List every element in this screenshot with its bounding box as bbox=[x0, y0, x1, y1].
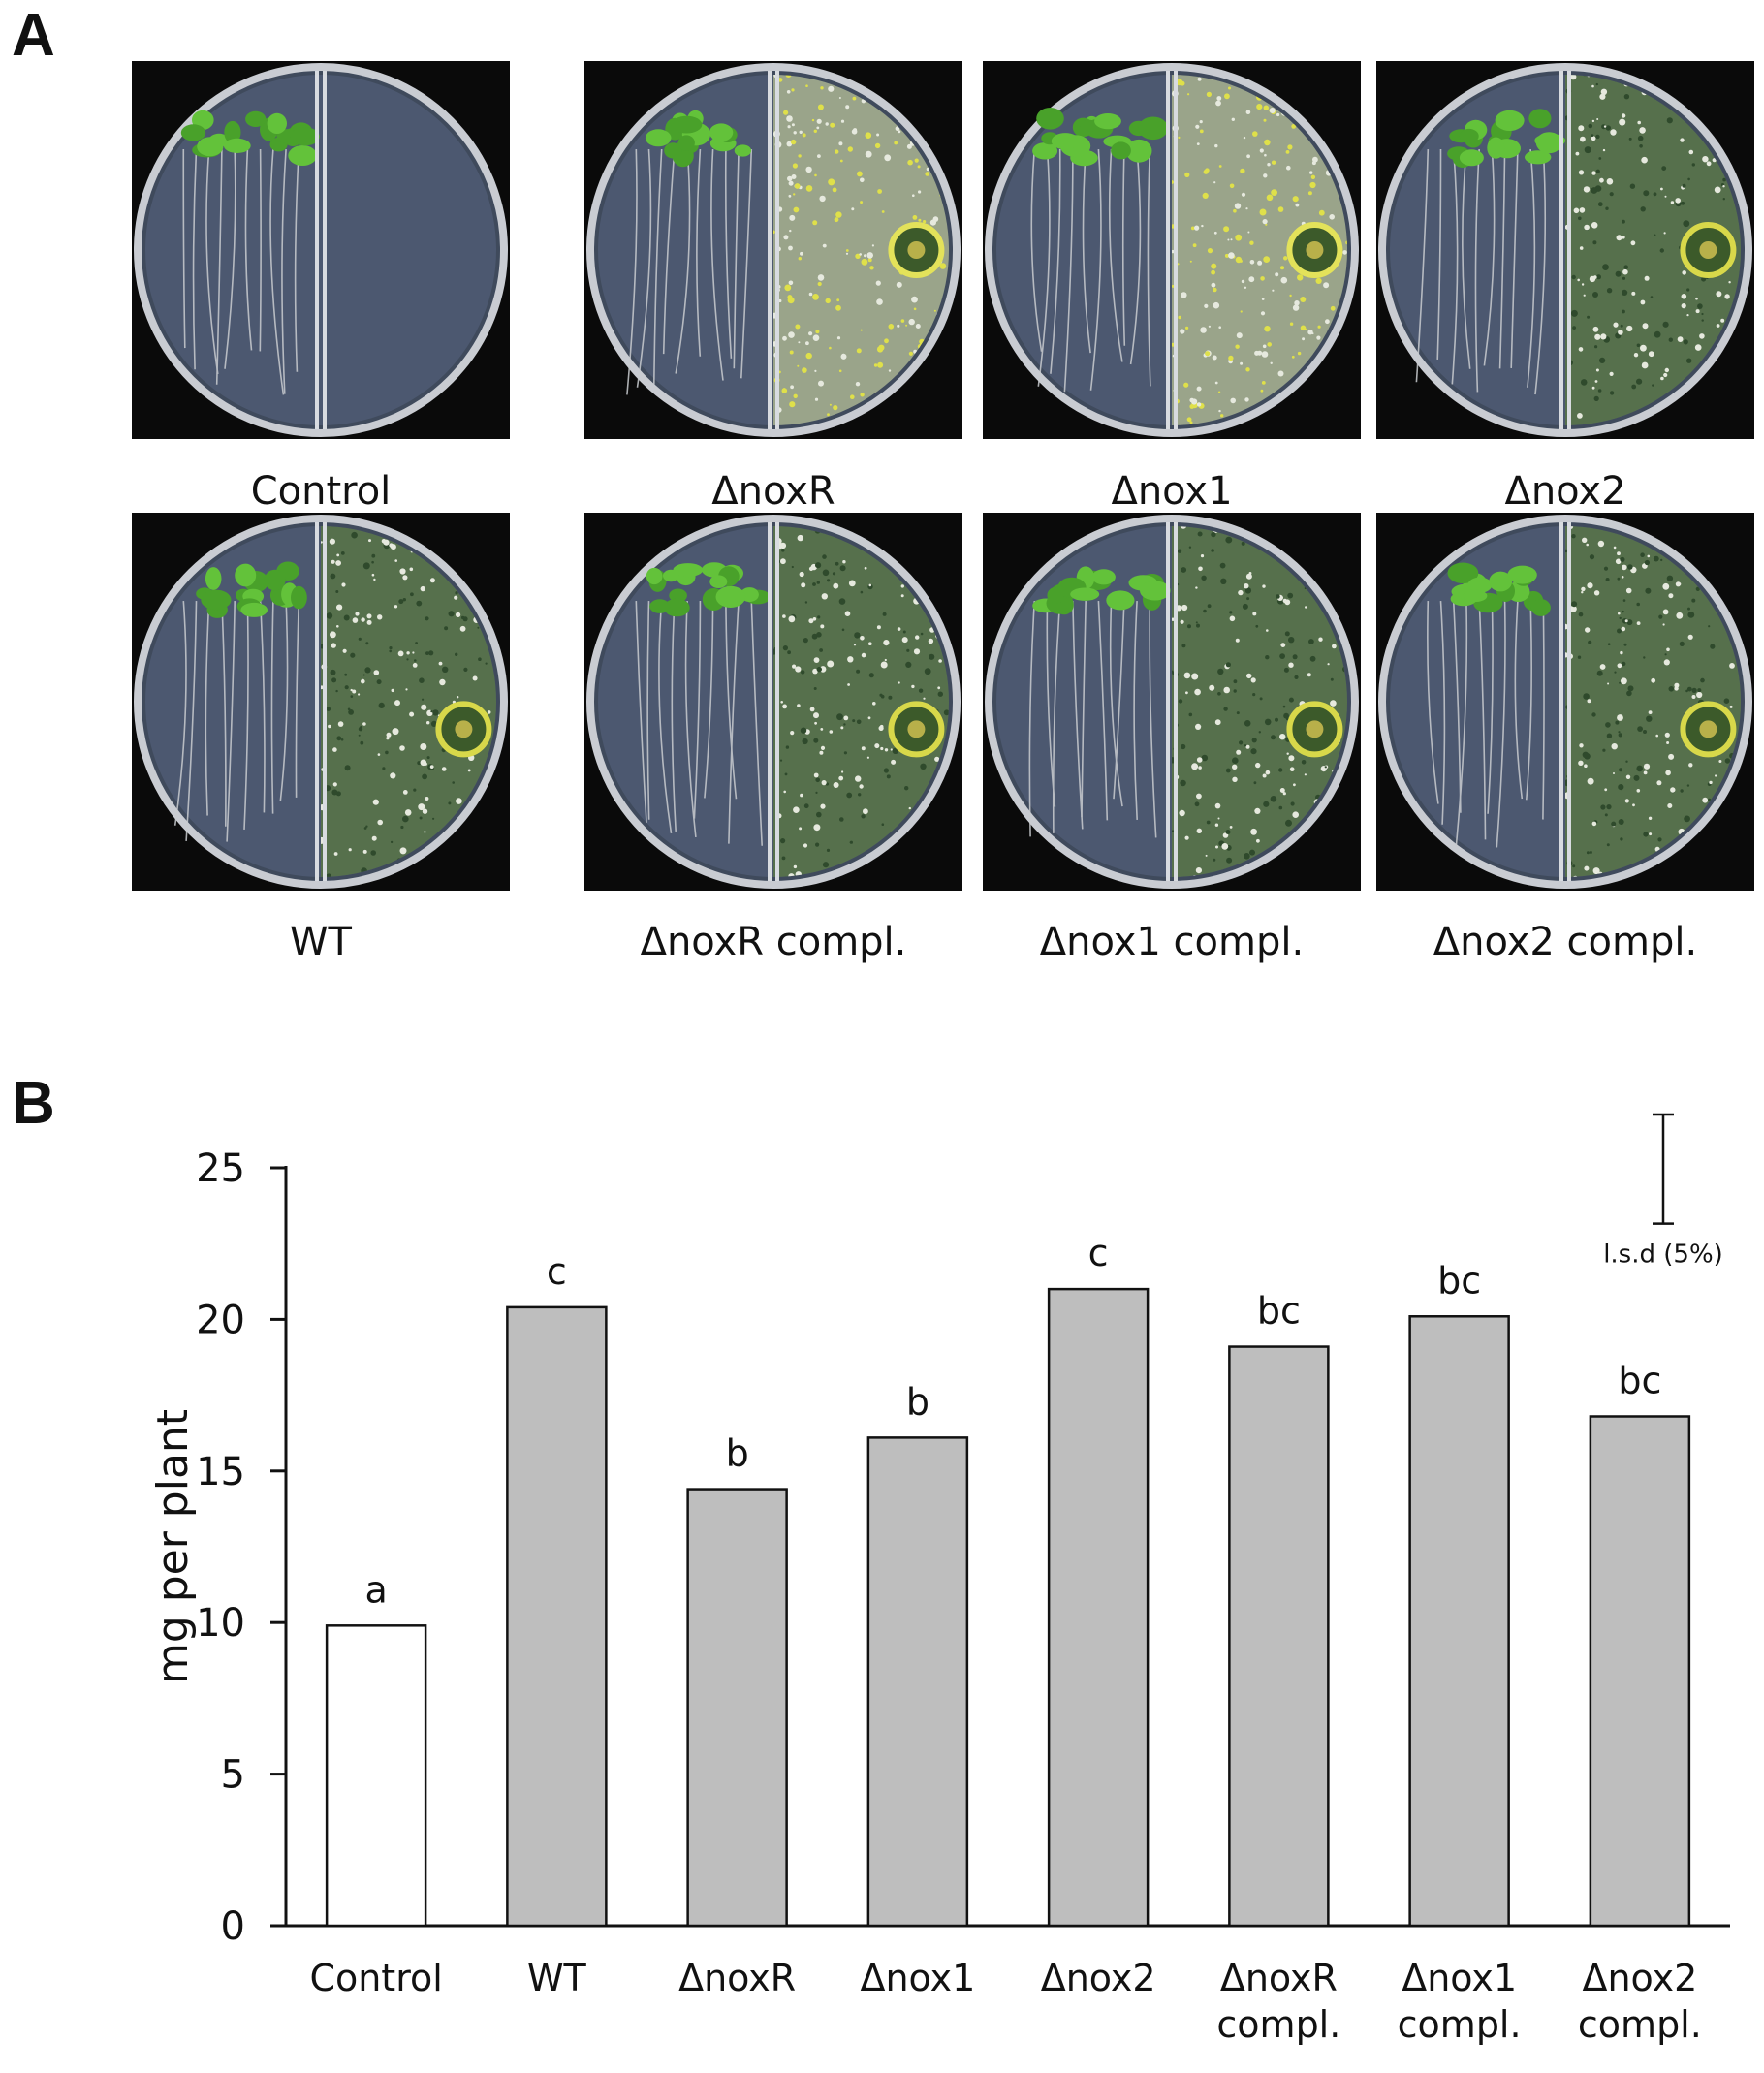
x-tick-label: Δnox1 bbox=[860, 1957, 975, 1999]
bar bbox=[1589, 1415, 1691, 1928]
x-tick-label: Δnox1 bbox=[1402, 1957, 1517, 1999]
plate-image bbox=[983, 61, 1361, 439]
plate-image bbox=[132, 61, 510, 439]
x-tick-label: ΔnoxR bbox=[1220, 1957, 1338, 1999]
bar-chart: 0 5 10 15 20 25 mg per plant a Control c WT b ΔnoxR b… bbox=[148, 1113, 1730, 2046]
bar bbox=[686, 1488, 788, 1928]
significance-letter: b bbox=[726, 1432, 749, 1475]
y-tick-label: 25 bbox=[196, 1146, 245, 1191]
y-tick-label: 5 bbox=[221, 1753, 245, 1798]
significance-letter: c bbox=[1088, 1232, 1109, 1274]
bar bbox=[325, 1624, 427, 1928]
plate-image bbox=[983, 513, 1361, 891]
y-tick-label: 0 bbox=[221, 1904, 245, 1949]
plate-image bbox=[1376, 61, 1754, 439]
x-tick-label: ΔnoxR bbox=[678, 1957, 796, 1999]
x-tick-label: Control bbox=[309, 1957, 442, 1999]
x-tick-label: Δnox2 bbox=[1041, 1957, 1156, 1999]
x-tick-label: Δnox2 bbox=[1582, 1957, 1697, 1999]
plate-caption: ΔnoxR bbox=[711, 469, 835, 514]
significance-letter: bc bbox=[1618, 1359, 1661, 1401]
plate-caption: Δnox1 compl. bbox=[1039, 920, 1305, 964]
bar bbox=[1047, 1287, 1150, 1928]
bar bbox=[866, 1436, 969, 1928]
significance-letter: a bbox=[364, 1568, 387, 1611]
plate-caption: ΔnoxR compl. bbox=[640, 920, 907, 964]
plate-caption: WT bbox=[290, 920, 352, 964]
lsd-label: l.s.d (5%) bbox=[1603, 1241, 1723, 1270]
panel-b-letter: B bbox=[12, 1070, 55, 1137]
bar bbox=[506, 1305, 608, 1928]
x-tick-label: WT bbox=[527, 1957, 587, 1999]
y-tick-label: 15 bbox=[196, 1450, 245, 1494]
plate-image bbox=[1376, 513, 1754, 891]
plate-image bbox=[584, 513, 962, 891]
plate-caption: Control bbox=[250, 469, 392, 514]
panel-a-letter: A bbox=[12, 2, 55, 69]
significance-letter: c bbox=[547, 1250, 567, 1293]
plate-image bbox=[132, 513, 510, 891]
significance-letter: bc bbox=[1437, 1259, 1481, 1302]
y-axis-label: mg per plant bbox=[148, 1409, 198, 1684]
plate-image bbox=[584, 61, 962, 439]
plate-caption: Δnox2 bbox=[1504, 469, 1626, 514]
significance-letter: bc bbox=[1257, 1290, 1301, 1333]
significance-letter: b bbox=[906, 1380, 929, 1423]
plate-caption: Δnox2 compl. bbox=[1433, 920, 1698, 964]
y-tick-label: 10 bbox=[196, 1601, 245, 1646]
x-tick-label: compl. bbox=[1216, 2003, 1340, 2046]
bar bbox=[1408, 1315, 1510, 1928]
x-tick-label: compl. bbox=[1398, 2003, 1522, 2046]
plate-caption: Δnox1 bbox=[1111, 469, 1233, 514]
y-tick-label: 20 bbox=[196, 1298, 245, 1342]
x-tick-label: compl. bbox=[1578, 2003, 1702, 2046]
bar bbox=[1228, 1345, 1330, 1928]
